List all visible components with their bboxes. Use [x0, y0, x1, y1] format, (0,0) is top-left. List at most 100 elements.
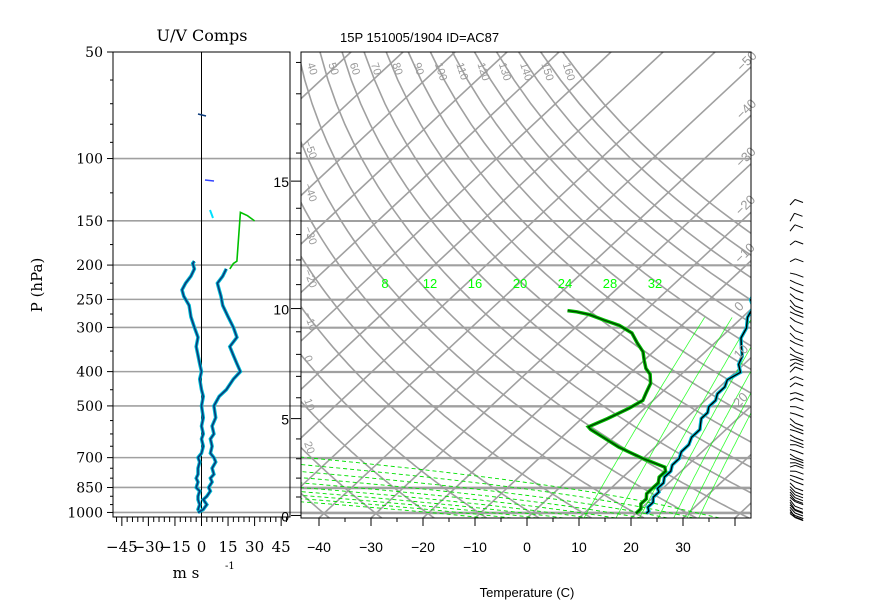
pressure-axis: 50 100 150 200 250 300 400 500 700 850 1000 [67, 45, 113, 521]
wind-barb [789, 412, 796, 415]
wind-barb-flag [794, 212, 803, 217]
dry-adiabat-label: 150 [538, 61, 555, 82]
wind-barb [789, 293, 796, 299]
wind-barb [789, 376, 796, 381]
wind-barb-flag [795, 437, 804, 442]
wind-barb [789, 458, 796, 461]
wind-barb-flag [794, 337, 804, 342]
wind-barb [789, 358, 796, 361]
uv-xaxis-label-exponent: -1 [225, 561, 235, 572]
isotherm-label: −40 [733, 96, 759, 122]
wind-barb-flag [795, 310, 804, 314]
dry-adiabat [301, 200, 645, 518]
wind-barb-flag [795, 258, 804, 263]
wind-barb [789, 224, 796, 232]
pressure-tick-label: 50 [85, 45, 103, 61]
uv-tick-label: −30 [133, 538, 165, 556]
moist-adiabat-label: 10 [301, 397, 316, 413]
wind-barb-flag [795, 342, 804, 347]
wind-barb [789, 488, 796, 496]
uv-panel-title: U/V Comps [156, 26, 247, 45]
pressure-tick-label: 100 [76, 152, 103, 168]
wind-barb [789, 332, 796, 339]
isotherm [734, 501, 751, 518]
dry-adiabat [407, 52, 751, 395]
isotherm [301, 52, 716, 439]
wind-barb-flag [795, 476, 804, 481]
wind-barb-flag [795, 430, 804, 435]
dry-adiabat-label: 90 [411, 61, 426, 76]
dry-adiabat-label: 70 [368, 61, 383, 76]
mixing-ratio-line [673, 370, 751, 518]
skew-t-grid [301, 52, 751, 518]
mixing-ratio-label: 32 [648, 276, 662, 291]
wind-barb [789, 199, 796, 206]
isotherm [301, 65, 751, 488]
wind-barb [789, 496, 796, 503]
moist-adiabat [301, 494, 538, 518]
dry-adiabat [301, 61, 750, 518]
wind-barb-flag [795, 392, 804, 397]
pressure-tick-label: 500 [76, 399, 103, 415]
wind-barb [789, 448, 796, 452]
uv-isolated-mark [197, 113, 207, 117]
uv-tick-label: 15 [219, 538, 238, 556]
moist-adiabat [301, 464, 694, 518]
wind-barb [789, 299, 796, 307]
dry-adiabat [451, 52, 751, 347]
wind-barb-flag [794, 487, 804, 492]
wind-barb-flag [795, 427, 804, 432]
wind-barb [789, 272, 796, 275]
uv-series-v-shadow [197, 268, 243, 515]
moist-adiabat [301, 501, 486, 518]
uv-series-v-upper [229, 211, 256, 270]
temperature-axis-label: Temperature (C) [480, 585, 575, 600]
uv-speed-axis: −45−30−15 0 15 30 45 [106, 517, 291, 556]
wind-barb [789, 213, 795, 222]
mixing-ratio-line [698, 412, 751, 518]
wind-barb-flag [795, 313, 804, 318]
temperature-tick-label: −40 [307, 539, 331, 555]
wind-barb [789, 491, 796, 499]
wind-barb-flag [795, 362, 804, 367]
wind-barb-flag [795, 413, 804, 418]
moist-adiabat-label: −40 [301, 182, 319, 204]
isotherm [422, 211, 751, 518]
wind-barb [789, 501, 796, 510]
dry-adiabat-label: 140 [517, 61, 534, 82]
wind-barb [789, 392, 796, 395]
uv-xaxis-label: m s [173, 564, 200, 582]
wind-barb [789, 353, 796, 358]
isotherm [318, 114, 751, 518]
wind-barb [789, 311, 796, 315]
isotherm [370, 162, 751, 518]
dry-adiabat [363, 52, 751, 443]
isotherm [630, 405, 751, 518]
temperature-tick-label: 20 [623, 539, 639, 555]
wind-barb-flag [795, 320, 804, 325]
wind-barb-flag [795, 382, 804, 387]
pressure-tick-label: 1000 [67, 505, 103, 521]
pressure-tick-label: 250 [76, 292, 103, 308]
dry-adiabat-label: 160 [560, 61, 577, 82]
isotherm [578, 356, 751, 518]
dry-adiabat [301, 254, 592, 518]
wind-barb-flag [794, 509, 804, 514]
isotherm [301, 52, 612, 343]
uv-series [180, 113, 256, 515]
dry-adiabat [385, 52, 751, 419]
mixing-ratio-line [686, 392, 751, 518]
pressure-tick-label: 200 [76, 258, 103, 274]
uv-tick-label: −15 [159, 538, 191, 556]
wind-barb-flag [794, 508, 803, 513]
moist-adiabat-label: 0 [301, 354, 314, 364]
wind-barb [789, 474, 796, 478]
height-tick-label: 15 [273, 174, 289, 190]
wind-barb [789, 486, 796, 493]
wind-barb-flag [795, 297, 804, 302]
chart-title: 15P 151005/1904 ID=AC87 [340, 30, 499, 45]
wind-barb-flag [795, 470, 804, 475]
wind-barbs [789, 199, 804, 522]
